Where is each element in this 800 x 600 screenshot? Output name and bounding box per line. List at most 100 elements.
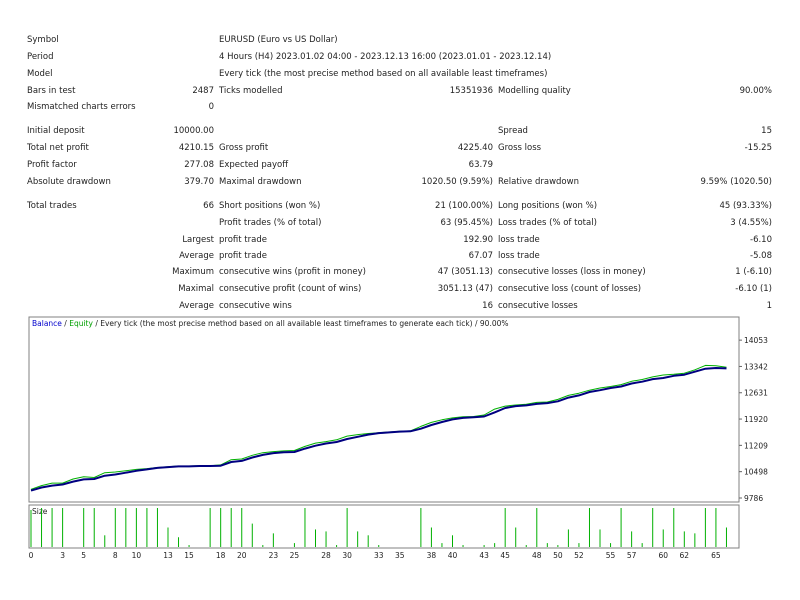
bars-value: 2487 [192, 86, 214, 96]
x-axis: 0 3 5 8 10 13 15 18 20 23 25 28 30 33 35 38 40 43 45 48 50 52… [29, 551, 721, 560]
volume-label: Size [32, 507, 48, 516]
volume-plot-border [28, 504, 740, 549]
absdd-value: 379.70 [184, 177, 214, 187]
x-tick-label: 30 [342, 551, 352, 560]
long-value: 45 (93.33%) [719, 201, 772, 211]
volume-bars [30, 508, 727, 547]
payoff-label: Expected payoff [219, 160, 289, 170]
x-tick-label: 28 [321, 551, 331, 560]
mxl-cl-value: -6.10 (1) [735, 284, 772, 294]
x-tick-label: 38 [427, 551, 437, 560]
average-lt-value: -5.08 [750, 251, 772, 261]
grossloss-value: -15.25 [744, 143, 772, 153]
pf-value: 277.08 [184, 160, 214, 170]
symbol-label: Symbol [27, 35, 59, 45]
x-tick-label: 62 [680, 551, 690, 560]
quality-value: 90.00% [739, 86, 772, 96]
x-tick-label: 8 [113, 551, 118, 560]
x-tick-label: 10 [132, 551, 142, 560]
x-tick-label: 23 [269, 551, 279, 560]
grossprofit-label: Gross profit [219, 143, 269, 153]
chart-frame [28, 316, 740, 549]
x-tick-label: 57 [627, 551, 637, 560]
spread-label: Spread [498, 126, 528, 136]
y-tick-label: 9786 [744, 494, 763, 503]
avg-cl-value: 1 [766, 301, 772, 311]
balance-line [30, 367, 727, 492]
x-tick-label: 48 [532, 551, 542, 560]
quality-label: Modelling quality [498, 86, 571, 96]
x-tick-label: 60 [658, 551, 668, 560]
loss-trades-label: Loss trades (% of total) [498, 218, 597, 228]
mxl-cp-value: 3051.13 (47) [437, 284, 493, 294]
y-tick-label: 11920 [744, 415, 768, 424]
series-lines [30, 364, 727, 492]
chart-header-equity: Equity [69, 319, 93, 328]
y-tick-label: 13342 [744, 362, 768, 371]
reldd-value: 9.59% (1020.50) [700, 177, 773, 187]
average-pt-label: profit trade [219, 251, 267, 261]
avg-cw-label: consecutive wins [219, 301, 292, 311]
x-tick-label: 0 [29, 551, 34, 560]
spread-value: 15 [761, 126, 772, 136]
x-tick-label: 25 [290, 551, 300, 560]
x-tick-label: 15 [184, 551, 194, 560]
chart-header-balance: Balance [32, 319, 62, 328]
x-tick-label: 50 [553, 551, 563, 560]
maximal-label: Maximal [178, 284, 214, 294]
avg-cw-value: 16 [482, 301, 493, 311]
x-tick-label: 5 [81, 551, 86, 560]
chart-header-rest: / Every tick (the most precise method ba… [93, 319, 509, 328]
mxl-cl-label: consecutive loss (count of losses) [498, 284, 642, 294]
max-cl-label: consecutive losses (loss in money) [498, 267, 646, 277]
largest-pt-label: profit trade [219, 235, 267, 245]
x-tick-label: 13 [163, 551, 173, 560]
average-pt-value: 67.07 [468, 251, 493, 261]
x-tick-label: 55 [606, 551, 616, 560]
avg-cl-label: consecutive losses [498, 301, 578, 311]
deposit-label: Initial deposit [27, 126, 85, 136]
max-cw-label: consecutive wins (profit in money) [219, 267, 366, 277]
x-tick-label: 45 [500, 551, 510, 560]
mismatch-label: Mismatched charts errors [27, 102, 136, 112]
short-label: Short positions (won %) [219, 201, 321, 211]
y-tick-label: 12631 [744, 389, 768, 398]
max-cl-value: 1 (-6.10) [735, 267, 772, 277]
model-value: Every tick (the most precise method base… [219, 69, 548, 79]
largest-lt-label: loss trade [498, 235, 540, 245]
y-tick-label: 11209 [744, 441, 768, 450]
x-tick-label: 20 [237, 551, 247, 560]
chart-header-sep: / [62, 319, 69, 328]
x-tick-label: 40 [448, 551, 458, 560]
pf-label: Profit factor [27, 160, 77, 170]
period-label: Period [27, 52, 54, 62]
mxl-cp-label: consecutive profit (count of wins) [219, 284, 362, 294]
netprofit-label: Total net profit [27, 143, 89, 153]
profit-trades-label: Profit trades (% of total) [219, 218, 322, 228]
maxdd-label: Maximal drawdown [219, 177, 302, 187]
ticks-label: Ticks modelled [219, 86, 283, 96]
model-label: Model [27, 69, 53, 79]
average-label: Average [179, 251, 214, 261]
x-tick-label: 65 [711, 551, 721, 560]
maxdd-value: 1020.50 (9.59%) [421, 177, 494, 187]
largest-label: Largest [182, 235, 214, 245]
absdd-label: Absolute drawdown [27, 177, 111, 187]
trades-value: 66 [203, 201, 214, 211]
netprofit-value: 4210.15 [178, 143, 214, 153]
avg2-label: Average [179, 301, 214, 311]
profit-trades-value: 63 (95.45%) [440, 218, 493, 228]
x-tick-label: 18 [216, 551, 226, 560]
y-axis: 9786 10498 11209 11920 12631 13342 14053 [739, 336, 768, 503]
short-value: 21 (100.00%) [435, 201, 493, 211]
long-label: Long positions (won %) [498, 201, 598, 211]
largest-lt-value: -6.10 [750, 235, 772, 245]
grossloss-label: Gross loss [498, 143, 542, 153]
trades-label: Total trades [27, 201, 77, 211]
y-tick-label: 14053 [744, 336, 768, 345]
x-tick-label: 52 [574, 551, 584, 560]
x-tick-label: 3 [60, 551, 65, 560]
chart-header: Balance / Equity / Every tick (the most … [32, 319, 509, 328]
x-tick-label: 43 [479, 551, 489, 560]
